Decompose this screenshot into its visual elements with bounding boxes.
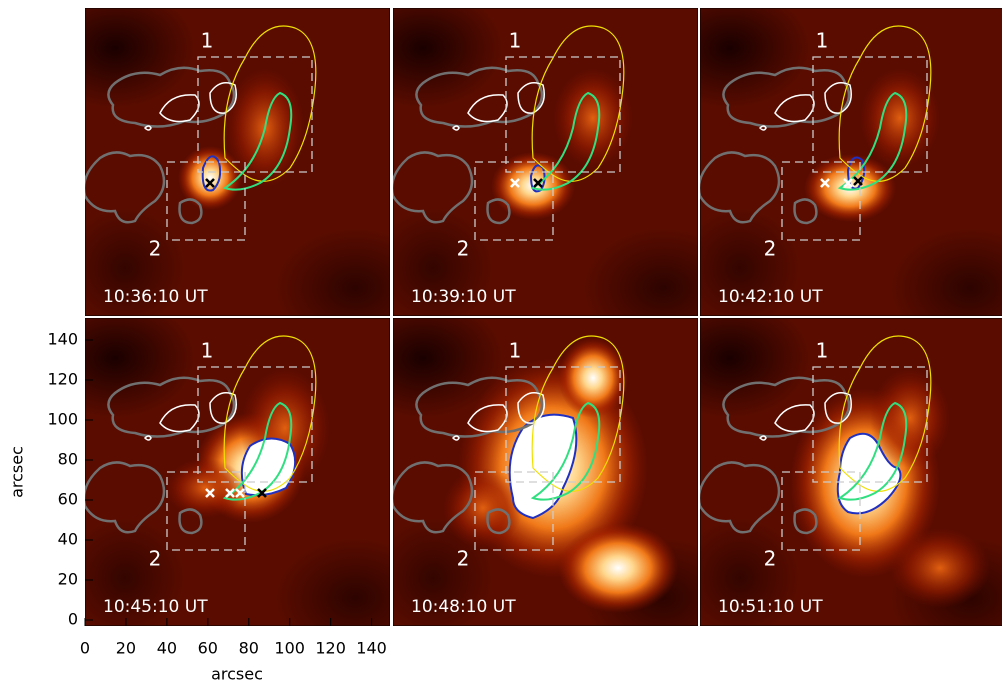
image-panel: 1 2 10:45:10 UT bbox=[35, 298, 435, 658]
x-tick-label: 40 bbox=[157, 639, 177, 658]
y-tick-label: 140 bbox=[47, 330, 78, 349]
y-tick-label: 100 bbox=[47, 410, 78, 429]
box-label: 2 bbox=[149, 237, 162, 261]
image-panel: 1 2 10:36:10 UT bbox=[35, 0, 435, 348]
box-label: 2 bbox=[457, 547, 470, 571]
x-tick-label: 60 bbox=[198, 639, 218, 658]
y-tick-label: 80 bbox=[58, 450, 78, 469]
y-tick-label: 20 bbox=[58, 570, 78, 589]
box-label: 1 bbox=[816, 339, 829, 363]
emission bbox=[890, 528, 990, 608]
image-panel: 1 2 10:42:10 UT bbox=[650, 0, 1002, 348]
emission bbox=[558, 523, 678, 613]
box-label: 1 bbox=[509, 29, 522, 53]
figure: arcsec arcsec 1 2 10:36:10 UT 1 2 10:39:10 UT… bbox=[0, 0, 1002, 684]
y-tick-label: 40 bbox=[58, 530, 78, 549]
time-label: 10:48:10 UT bbox=[411, 597, 516, 617]
box-label: 2 bbox=[764, 547, 777, 571]
time-label: 10:36:10 UT bbox=[103, 287, 208, 307]
image-panel: 1 2 10:48:10 UT bbox=[343, 298, 743, 658]
x-axis-label: arcsec bbox=[211, 665, 263, 684]
x-tick-label: 100 bbox=[274, 639, 305, 658]
y-tick-label: 120 bbox=[47, 370, 78, 389]
box-label: 1 bbox=[201, 339, 214, 363]
y-tick-label: 60 bbox=[58, 490, 78, 509]
image-panel: 1 2 10:39:10 UT bbox=[343, 0, 743, 348]
box-label: 2 bbox=[149, 547, 162, 571]
box-label: 2 bbox=[764, 237, 777, 261]
time-label: 10:42:10 UT bbox=[718, 287, 823, 307]
box-label: 1 bbox=[201, 29, 214, 53]
x-tick-label: 120 bbox=[315, 639, 346, 658]
emission bbox=[165, 458, 245, 518]
y-axis-label: arcsec bbox=[8, 446, 27, 498]
box-label: 1 bbox=[509, 339, 522, 363]
x-tick-label: 80 bbox=[239, 639, 259, 658]
x-tick-label: 20 bbox=[116, 639, 136, 658]
x-tick-label: 140 bbox=[356, 639, 387, 658]
box-label: 1 bbox=[816, 29, 829, 53]
time-label: 10:45:10 UT bbox=[103, 597, 208, 617]
x-tick-label: 0 bbox=[80, 639, 90, 658]
y-tick-label: 0 bbox=[68, 610, 78, 629]
time-label: 10:51:10 UT bbox=[718, 597, 823, 617]
time-label: 10:39:10 UT bbox=[411, 287, 516, 307]
image-panel: 1 2 10:51:10 UT bbox=[650, 298, 1002, 658]
box-label: 2 bbox=[457, 237, 470, 261]
